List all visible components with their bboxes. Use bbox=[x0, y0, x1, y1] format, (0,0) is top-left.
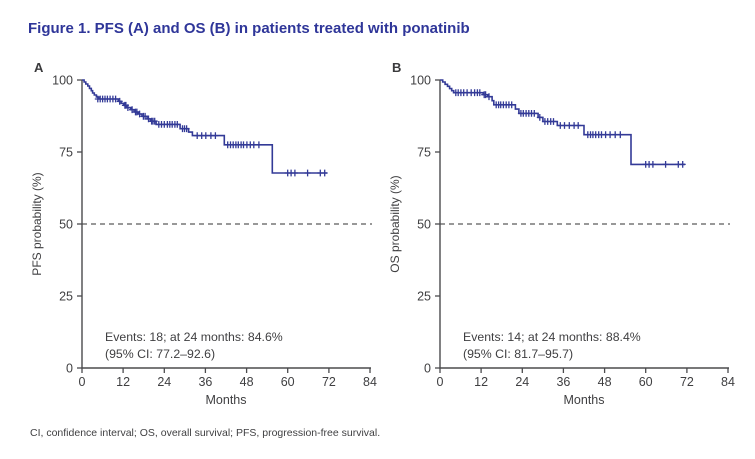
x-tick-label: 0 bbox=[79, 375, 86, 389]
panel-label-a: A bbox=[34, 60, 44, 75]
censor-marks bbox=[452, 89, 686, 168]
events-annotation-line1: Events: 14; at 24 months: 88.4% bbox=[463, 330, 641, 344]
events-annotation-line1: Events: 18; at 24 months: 84.6% bbox=[105, 330, 283, 344]
x-tick-label: 24 bbox=[157, 375, 171, 389]
x-tick-label: 60 bbox=[281, 375, 295, 389]
x-tick-label: 84 bbox=[363, 375, 377, 389]
events-annotation-line2: (95% CI: 81.7–95.7) bbox=[463, 347, 573, 361]
y-tick-label: 75 bbox=[417, 145, 431, 159]
figure-title: Figure 1. PFS (A) and OS (B) in patients… bbox=[28, 20, 470, 37]
figure-footnote: CI, confidence interval; OS, overall sur… bbox=[30, 427, 381, 439]
panel-pfs: A 0 12 24 36 48 60 72 84 0 25 50 75 100 Months PFS pro… bbox=[28, 56, 380, 412]
km-curve bbox=[82, 79, 328, 174]
km-curve bbox=[440, 79, 686, 166]
x-tick-label: 48 bbox=[598, 375, 612, 389]
pfs-km-chart: 0 12 24 36 48 60 72 84 0 25 50 75 100 Months PFS proba… bbox=[30, 73, 377, 407]
x-tick-label: 36 bbox=[556, 375, 570, 389]
charts-row: A 0 12 24 36 48 60 72 84 0 25 50 75 100 Months PFS pro… bbox=[28, 56, 738, 412]
x-tick-label: 36 bbox=[198, 375, 212, 389]
y-axis-label: OS probability (%) bbox=[388, 175, 402, 272]
y-tick-label: 50 bbox=[417, 217, 431, 231]
y-tick-label: 25 bbox=[59, 289, 73, 303]
os-km-chart: 0 12 24 36 48 60 72 84 0 25 50 75 100 Months OS probab… bbox=[388, 73, 735, 407]
y-tick-label: 100 bbox=[52, 73, 73, 87]
y-tick-label: 75 bbox=[59, 145, 73, 159]
x-tick-label: 0 bbox=[437, 375, 444, 389]
censor-marks bbox=[94, 95, 328, 177]
x-tick-label: 60 bbox=[639, 375, 653, 389]
y-tick-label: 100 bbox=[410, 73, 431, 87]
panel-label-b: B bbox=[392, 60, 402, 75]
y-tick-label: 50 bbox=[59, 217, 73, 231]
y-tick-label: 25 bbox=[417, 289, 431, 303]
x-tick-label: 84 bbox=[721, 375, 735, 389]
y-tick-label: 0 bbox=[66, 361, 73, 375]
y-tick-label: 0 bbox=[424, 361, 431, 375]
x-tick-label: 12 bbox=[116, 375, 130, 389]
panel-os: B 0 12 24 36 48 60 72 84 0 25 50 75 100 Months OS prob… bbox=[386, 56, 738, 412]
x-tick-label: 12 bbox=[474, 375, 488, 389]
x-tick-label: 24 bbox=[515, 375, 529, 389]
x-axis-label: Months bbox=[564, 393, 605, 407]
x-axis-label: Months bbox=[206, 393, 247, 407]
y-axis-label: PFS probability (%) bbox=[30, 172, 44, 275]
events-annotation-line2: (95% CI: 77.2–92.6) bbox=[105, 347, 215, 361]
x-tick-label: 72 bbox=[322, 375, 336, 389]
x-tick-label: 48 bbox=[240, 375, 254, 389]
x-tick-label: 72 bbox=[680, 375, 694, 389]
